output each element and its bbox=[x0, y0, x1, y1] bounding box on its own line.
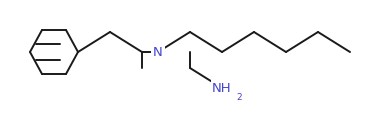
Text: N: N bbox=[153, 45, 163, 59]
Text: 2: 2 bbox=[236, 93, 242, 102]
Text: NH: NH bbox=[212, 82, 232, 94]
